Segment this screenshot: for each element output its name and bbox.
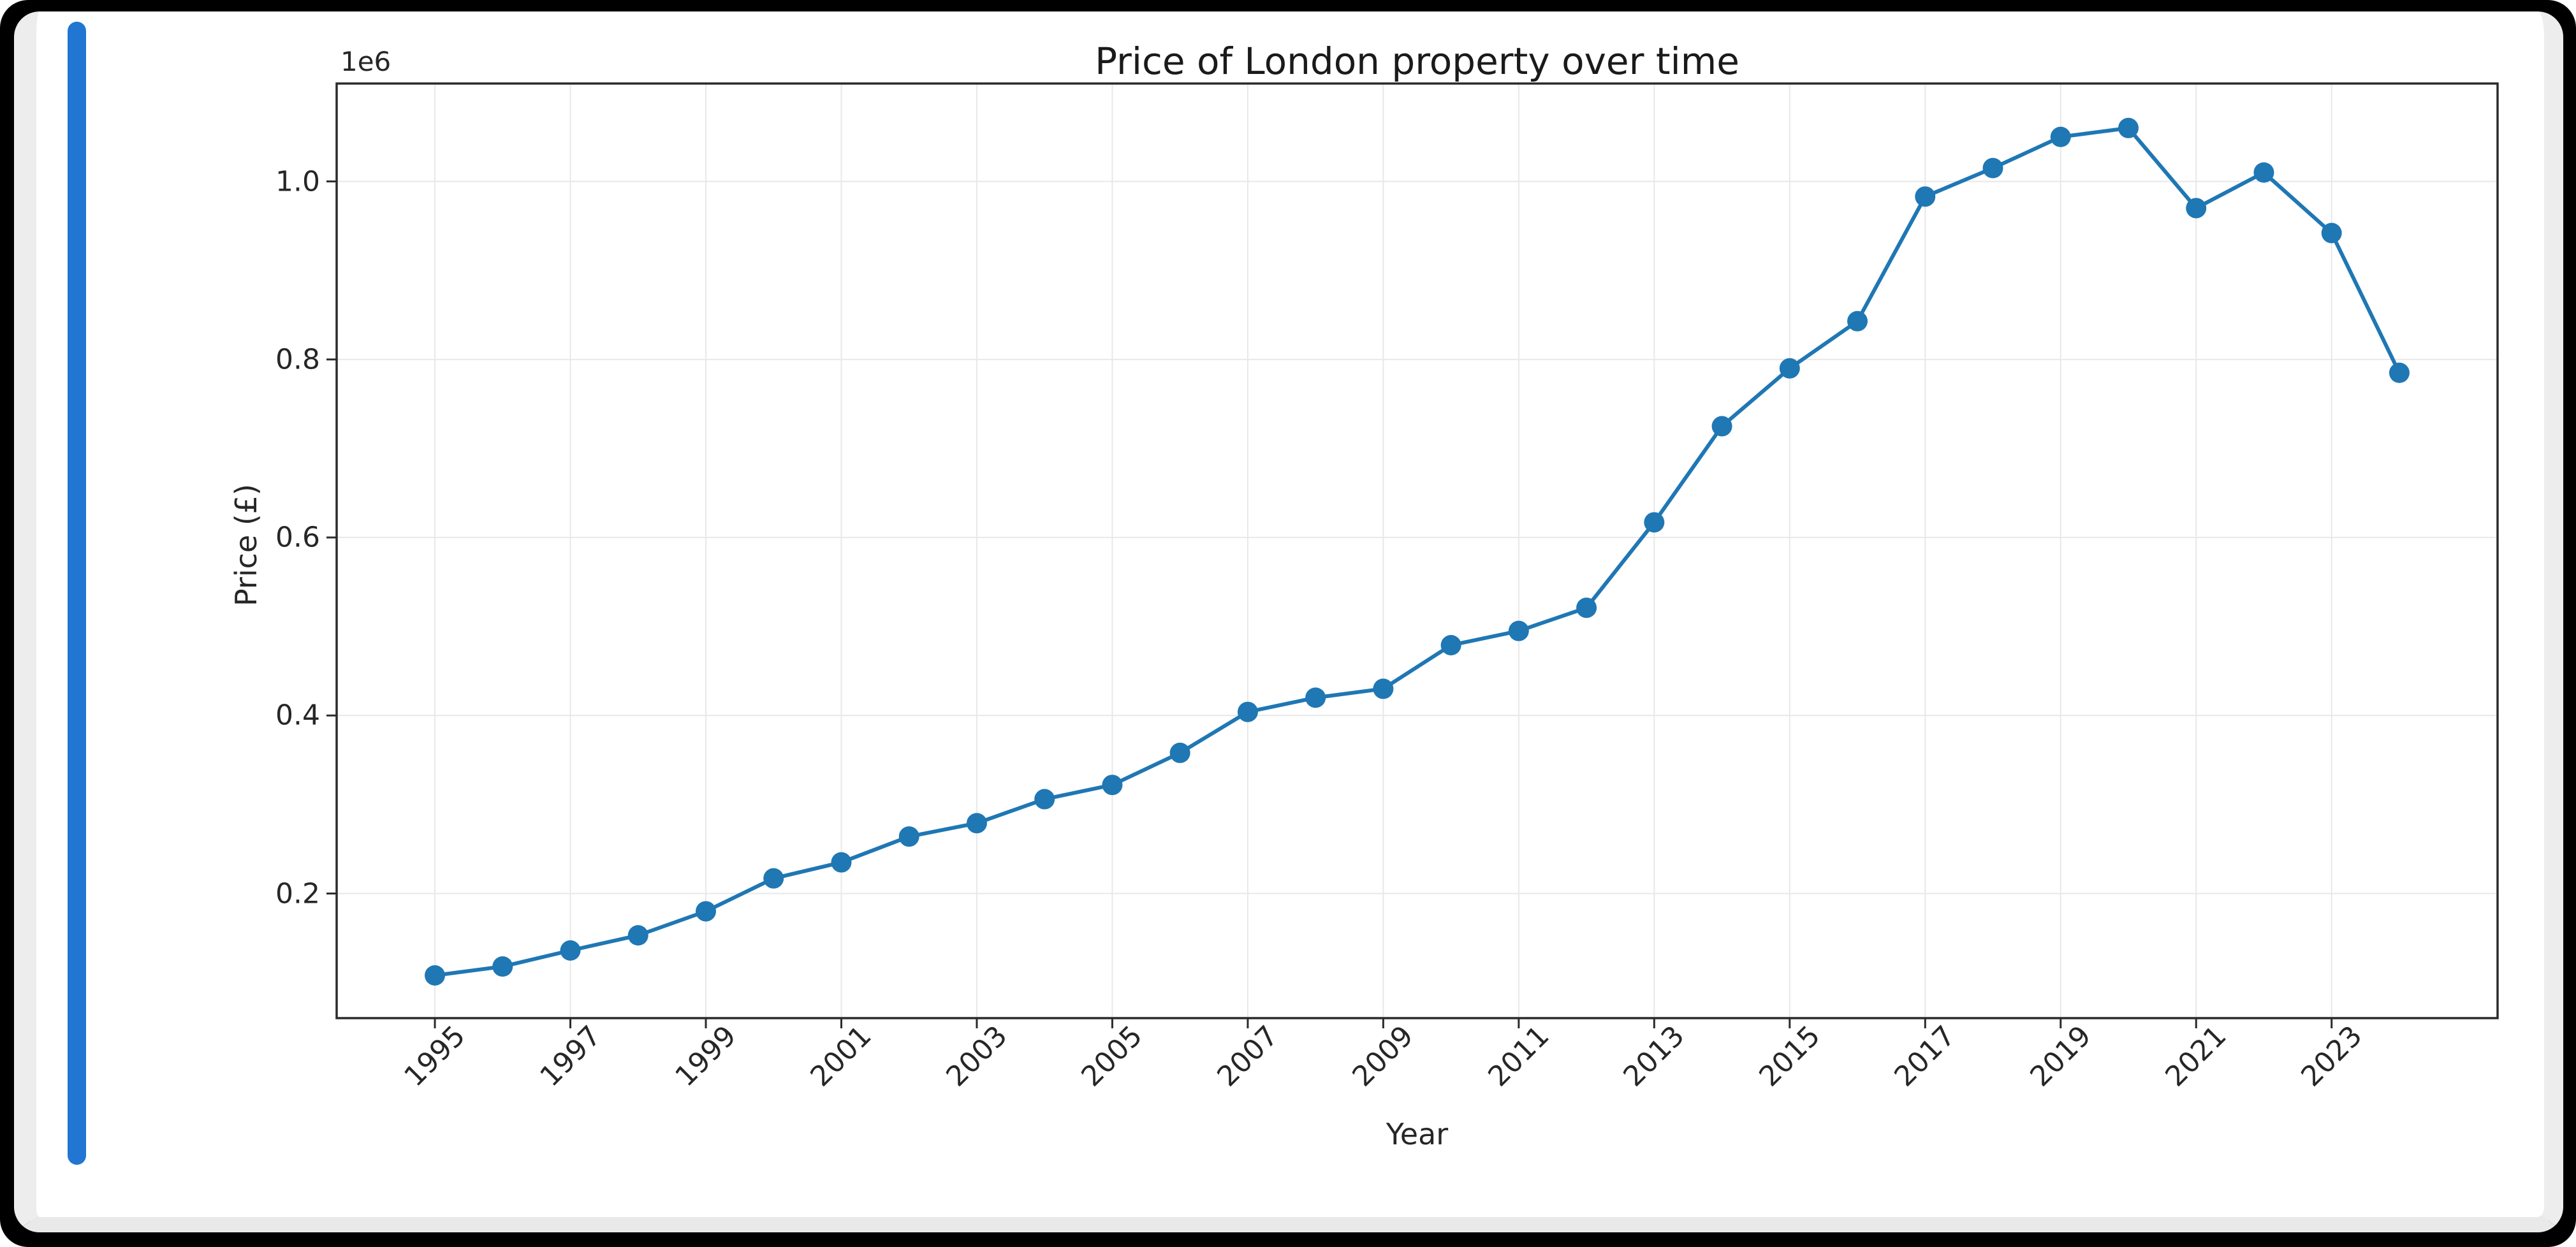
- data-point: [2186, 198, 2207, 219]
- data-line: [434, 126, 2401, 977]
- data-point: [1102, 775, 1123, 796]
- data-point: [1440, 634, 1461, 655]
- vertical-scrollbar[interactable]: [68, 22, 86, 1165]
- y-tick-label: 0.6: [275, 521, 320, 554]
- app-window: [14, 11, 2563, 1232]
- data-point: [1915, 186, 1936, 207]
- data-point: [1034, 789, 1055, 810]
- y-tick-label: 0.2: [275, 877, 320, 910]
- chart-title: Price of London property over time: [1095, 40, 1739, 83]
- data-point: [1711, 416, 1732, 437]
- data-point: [1644, 512, 1665, 533]
- data-point: [1847, 310, 1868, 332]
- data-point: [763, 868, 784, 889]
- data-point: [627, 925, 648, 946]
- data-point: [831, 852, 852, 873]
- data-point: [966, 813, 987, 834]
- y-axis-offset-label: 1e6: [340, 46, 392, 77]
- data-point: [2050, 126, 2071, 147]
- x-axis-label: Year: [1386, 1117, 1449, 1151]
- y-tick-label: 0.8: [275, 343, 320, 376]
- data-point: [1508, 620, 1529, 641]
- y-axis-label: Price (£): [229, 484, 263, 606]
- y-tick-label: 1.0: [275, 165, 320, 198]
- data-point: [1982, 157, 2003, 179]
- data-point: [695, 901, 716, 922]
- data-point: [560, 940, 581, 961]
- data-point: [1373, 678, 1394, 699]
- data-point: [2253, 162, 2274, 183]
- data-point: [1779, 358, 1800, 379]
- data-point: [1305, 687, 1326, 708]
- axes-spines: [335, 82, 2499, 1019]
- data-point: [898, 826, 919, 847]
- data-point: [492, 956, 513, 977]
- data-point: [2321, 222, 2342, 244]
- data-point: [2118, 117, 2139, 138]
- data-point: [1237, 701, 1258, 722]
- data-point: [2389, 362, 2410, 383]
- data-point: [1576, 597, 1597, 618]
- data-point: [1169, 742, 1190, 763]
- y-tick-label: 0.4: [275, 699, 320, 732]
- data-point: [425, 965, 446, 986]
